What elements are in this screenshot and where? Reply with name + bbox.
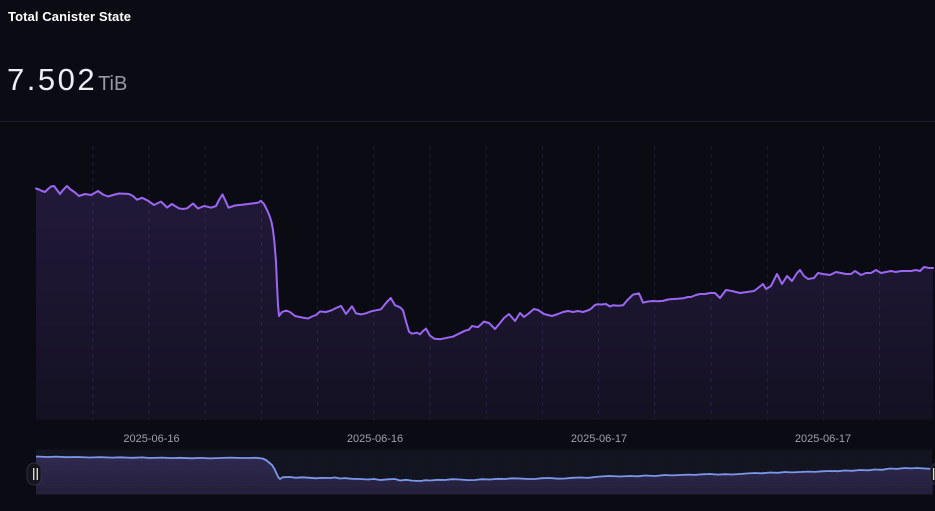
svg-text:2025-06-16: 2025-06-16 [123, 433, 179, 445]
svg-text:2025-06-16: 2025-06-16 [347, 433, 403, 445]
svg-text:2025-06-17: 2025-06-17 [795, 433, 851, 445]
svg-text:2025-06-17: 2025-06-17 [571, 433, 627, 445]
